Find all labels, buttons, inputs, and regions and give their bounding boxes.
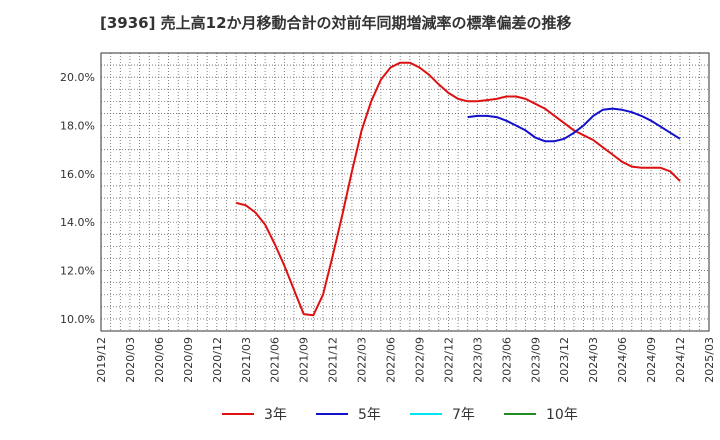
legend-label-4: 10年 [546, 407, 578, 423]
chart-title: [3936] 売上高12か月移動合計の対前年同期増減率の標準偏差の推移 [100, 14, 572, 32]
x-tick-label: 2020/03 [124, 337, 137, 383]
x-tick-label: 2024/12 [674, 337, 687, 383]
x-tick-label: 2023/12 [558, 337, 571, 383]
x-tick-label: 2021/12 [327, 337, 340, 383]
x-tick-label: 2025/03 [703, 337, 716, 383]
x-tick-label: 2023/03 [471, 337, 484, 383]
x-tick-label: 2024/03 [587, 337, 600, 383]
y-tick-label: 10.0% [60, 313, 95, 326]
y-tick-label: 20.0% [60, 71, 95, 84]
x-tick-label: 2021/06 [269, 337, 282, 383]
y-tick-label: 14.0% [60, 216, 95, 229]
legend-label-2: 5年 [358, 407, 381, 423]
legend-label-3: 7年 [452, 407, 475, 423]
x-tick-label: 2024/09 [645, 337, 658, 383]
series-line-2 [467, 107, 681, 143]
series-line-1 [235, 61, 681, 317]
x-tick-label: 2024/06 [616, 337, 629, 383]
plot-area [101, 53, 709, 331]
x-tick-label: 2022/12 [442, 337, 455, 383]
y-tick-label: 18.0% [60, 120, 95, 133]
x-tick-label: 2021/03 [240, 337, 253, 383]
x-tick-label: 2022/06 [385, 337, 398, 383]
x-tick-label: 2020/12 [211, 337, 224, 383]
y-tick-label: 12.0% [60, 265, 95, 278]
legend-label-1: 3年 [264, 407, 287, 423]
x-tick-label: 2021/09 [298, 337, 311, 383]
x-tick-label: 2022/09 [413, 337, 426, 383]
x-tick-label: 2023/06 [500, 337, 513, 383]
x-tick-label: 2020/09 [182, 337, 195, 383]
plot-border [100, 52, 710, 332]
x-tick-label: 2019/12 [95, 337, 108, 383]
y-tick-label: 16.0% [60, 168, 95, 181]
x-tick-label: 2022/03 [356, 337, 369, 383]
x-tick-label: 2020/06 [153, 337, 166, 383]
x-tick-label: 2023/09 [529, 337, 542, 383]
